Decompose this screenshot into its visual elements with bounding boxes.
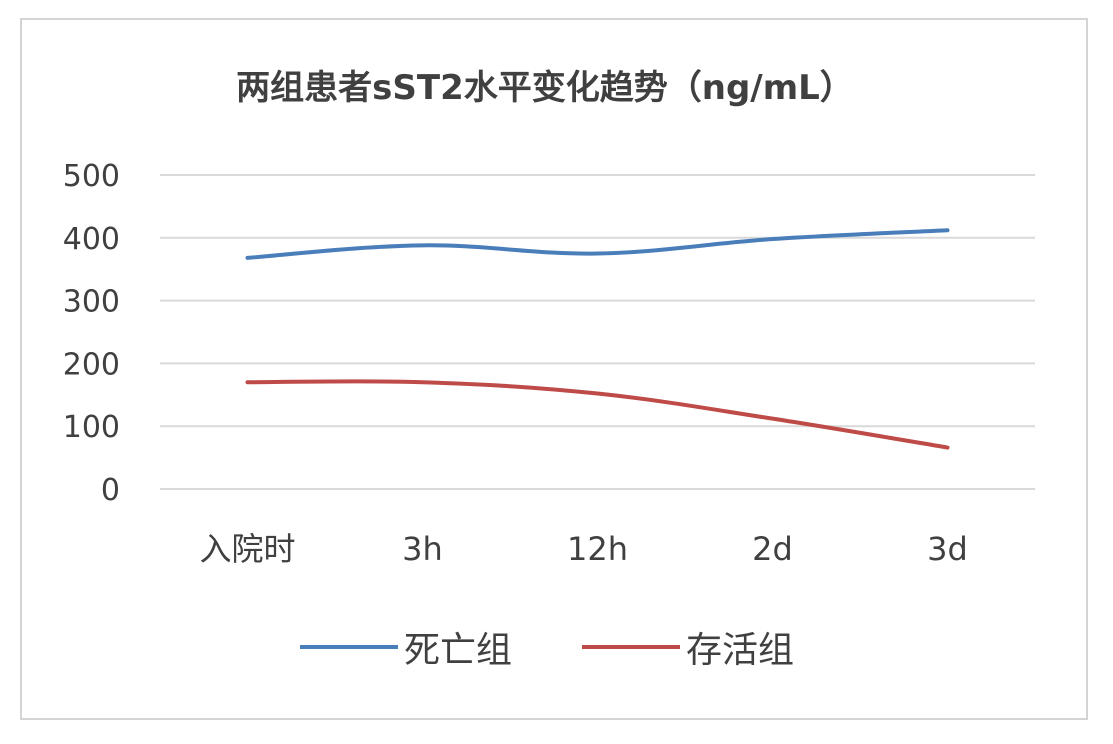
legend-item-survival: 存活组 xyxy=(582,622,794,672)
x-axis-ticks: 入院时 3h 12h 2d 3d xyxy=(199,530,967,568)
legend-label-death: 死亡组 xyxy=(404,630,513,671)
x-tick-label: 3h xyxy=(402,530,443,568)
y-tick-label: 100 xyxy=(63,410,120,445)
x-tick-label: 入院时 xyxy=(199,530,295,568)
legend-swatch-survival xyxy=(582,645,680,649)
x-tick-label: 12h xyxy=(567,530,628,568)
legend-swatch-death xyxy=(300,645,398,649)
y-tick-label: 500 xyxy=(63,159,120,194)
legend: 死亡组 存活组 xyxy=(0,622,1113,672)
y-tick-label: 200 xyxy=(63,347,120,382)
y-tick-label: 300 xyxy=(63,285,120,320)
series-line-0 xyxy=(245,228,950,260)
y-tick-label: 0 xyxy=(101,473,120,508)
chart-frame xyxy=(20,18,1088,720)
legend-item-death: 死亡组 xyxy=(300,622,512,672)
x-tick-label: 2d xyxy=(752,530,793,568)
series-line-1 xyxy=(245,379,950,450)
gridlines xyxy=(160,174,1035,490)
y-tick-label: 400 xyxy=(63,222,120,257)
chart-title: 两组患者sST2水平变化趋势（ng/mL） xyxy=(236,68,854,108)
x-tick-label: 3d xyxy=(927,530,968,568)
legend-label-survival: 存活组 xyxy=(686,630,795,671)
series-lines xyxy=(245,228,950,450)
y-axis-ticks: 0 100 200 300 400 500 xyxy=(63,159,120,508)
